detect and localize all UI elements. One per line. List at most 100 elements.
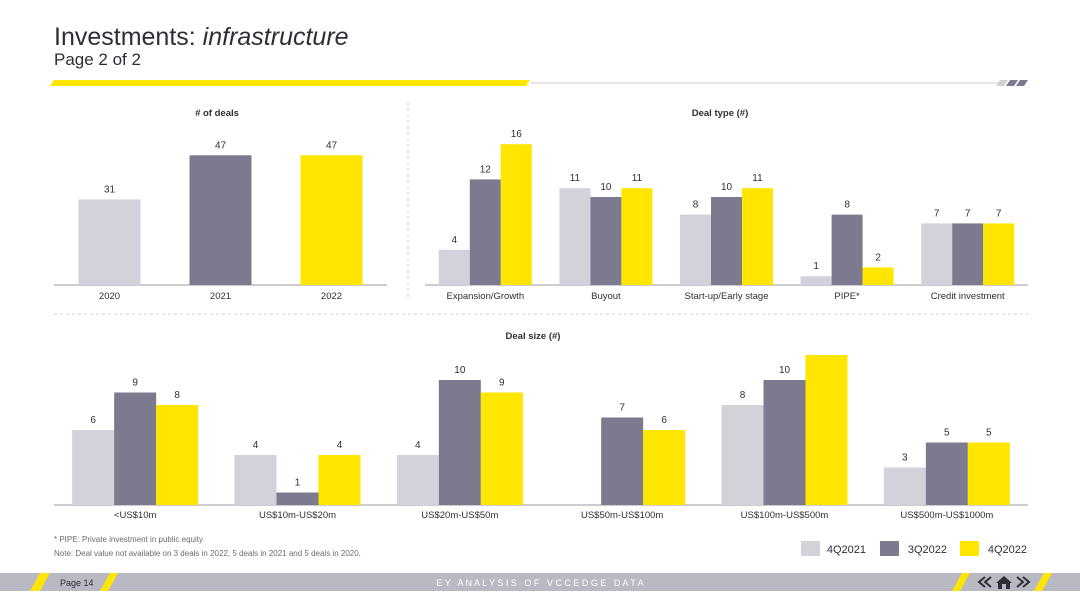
value-label-pipe-4q2022: 2 bbox=[875, 252, 881, 263]
bar-start-up-early-stage-4q2022 bbox=[742, 188, 773, 285]
legend-swatch-3q2022 bbox=[880, 541, 899, 556]
category-label-us-20m-us-50m: US$20m-US$50m bbox=[421, 510, 498, 521]
footer-bar bbox=[0, 573, 1080, 591]
page-number: Page 14 bbox=[60, 578, 94, 588]
title-main: Investments: bbox=[54, 23, 203, 51]
value-label-us-20m-us-50m-4q2021: 4 bbox=[415, 440, 421, 451]
value-label-us-10m-us-20m-4q2022: 4 bbox=[337, 440, 343, 451]
data-note: Note: Deal value not available on 3 deal… bbox=[54, 549, 361, 558]
value-label-us-10m-us-20m-3q2022: 1 bbox=[295, 478, 301, 489]
chart-deal-size: Deal size (#) 6 9 8 <US$10m 4 1 4 US$10m-US$20m 4… bbox=[54, 331, 1028, 521]
header-dash-1 bbox=[996, 80, 1008, 86]
footer-slash-left-2 bbox=[100, 573, 118, 591]
value-label-us-500m-us-1000m-4q2022: 5 bbox=[986, 428, 992, 439]
bar-2020 bbox=[78, 199, 141, 285]
value-label-buyout-3q2022: 10 bbox=[600, 182, 612, 193]
bar-buyout-3q2022 bbox=[590, 197, 622, 285]
value-label-2021: 47 bbox=[215, 140, 227, 151]
bar-us-10m-4q2021 bbox=[72, 430, 115, 505]
category-label-pipe: PIPE* bbox=[834, 291, 860, 302]
value-label-expansion-growth-4q2021: 4 bbox=[452, 235, 458, 246]
footer-slash-left-1 bbox=[30, 573, 50, 591]
bar-us-500m-us-1000m-3q2022 bbox=[925, 442, 968, 505]
bar-us-500m-us-1000m-4q2021 bbox=[883, 467, 926, 505]
bar-us-10m-us-20m-3q2022 bbox=[276, 492, 319, 505]
bar-us-10m-3q2022 bbox=[114, 392, 157, 505]
dealtype-title: Deal type (#) bbox=[692, 108, 749, 119]
value-label-us-20m-us-50m-4q2022: 9 bbox=[499, 378, 505, 389]
title-italic: infrastructure bbox=[202, 23, 349, 51]
bar-us-100m-us-500m-4q2021 bbox=[721, 405, 764, 505]
legend-label-4q2021: 4Q2021 bbox=[827, 544, 866, 556]
dealsize-title: Deal size (#) bbox=[506, 331, 561, 342]
category-label-us-10m-us-20m: US$10m-US$20m bbox=[259, 510, 336, 521]
bar-expansion-growth-4q2022 bbox=[500, 144, 532, 285]
bar-buyout-4q2022 bbox=[621, 188, 653, 285]
value-label-buyout-4q2022: 11 bbox=[632, 173, 643, 184]
pipe-footnote: * PIPE: Private investment in public equ… bbox=[54, 535, 203, 544]
bar-pipe-4q2022 bbox=[862, 267, 894, 285]
value-label-us-100m-us-500m-3q2022: 10 bbox=[779, 365, 791, 376]
legend-swatch-4q2021 bbox=[801, 541, 820, 556]
bar-us-20m-us-50m-4q2021 bbox=[396, 455, 439, 505]
bar-us-100m-us-500m-3q2022 bbox=[763, 380, 806, 505]
value-label-us-10m-us-20m-4q2021: 4 bbox=[253, 440, 259, 451]
header-dash-2 bbox=[1006, 80, 1018, 86]
value-label-pipe-4q2021: 1 bbox=[813, 261, 819, 272]
value-label-credit-investment-4q2021: 7 bbox=[934, 208, 940, 219]
chart-number-of-deals: # of deals 31 2020 47 2021 47 2022 bbox=[54, 108, 387, 302]
category-label-us-50m-us-100m: US$50m-US$100m bbox=[581, 510, 663, 521]
value-label-expansion-growth-3q2022: 12 bbox=[480, 164, 492, 175]
value-label-buyout-4q2021: 11 bbox=[570, 173, 581, 184]
bar-us-20m-us-50m-3q2022 bbox=[438, 380, 481, 505]
prev-icon[interactable] bbox=[977, 576, 992, 588]
bar-us-10m-4q2022 bbox=[156, 405, 199, 505]
value-label-credit-investment-4q2022: 7 bbox=[996, 208, 1002, 219]
bar-pipe-3q2022 bbox=[831, 214, 863, 285]
bar-pipe-4q2021 bbox=[800, 276, 832, 285]
category-label-us-500m-us-1000m: US$500m-US$1000m bbox=[900, 510, 993, 521]
bar-2021 bbox=[189, 155, 252, 285]
home-icon[interactable] bbox=[996, 576, 1012, 589]
category-label-us-100m-us-500m: US$100m-US$500m bbox=[741, 510, 829, 521]
bar-start-up-early-stage-3q2022 bbox=[711, 197, 742, 285]
value-label-pipe-3q2022: 8 bbox=[844, 200, 850, 211]
legend-label-4q2022: 4Q2022 bbox=[988, 544, 1027, 556]
bar-2022 bbox=[300, 155, 363, 285]
bar-credit-investment-3q2022 bbox=[952, 223, 984, 285]
category-label-start-up-early-stage: Start-up/Early stage bbox=[685, 291, 769, 302]
value-label-us-50m-us-100m-3q2022: 7 bbox=[619, 403, 625, 414]
value-label-us-500m-us-1000m-4q2021: 3 bbox=[902, 453, 908, 464]
bar-us-20m-us-50m-4q2022 bbox=[480, 392, 523, 505]
chart-deal-type: Deal type (#)41216Expansion/Growth111011… bbox=[425, 108, 1028, 302]
bar-expansion-growth-4q2021 bbox=[438, 249, 470, 285]
deals-title: # of deals bbox=[195, 108, 239, 119]
value-label-us-10m-3q2022: 9 bbox=[132, 378, 138, 389]
next-icon[interactable] bbox=[1016, 576, 1031, 588]
bar-credit-investment-4q2021 bbox=[921, 223, 953, 285]
value-label-start-up-early-stage-4q2022: 11 bbox=[752, 173, 763, 184]
bar-us-500m-us-1000m-4q2022 bbox=[967, 442, 1010, 505]
page-subtitle: Page 2 of 2 bbox=[54, 50, 141, 69]
bar-us-10m-us-20m-4q2022 bbox=[318, 455, 361, 505]
category-label-2020: 2020 bbox=[99, 291, 120, 302]
category-label-expansion-growth: Expansion/Growth bbox=[446, 291, 524, 302]
value-label-expansion-growth-4q2022: 16 bbox=[511, 129, 523, 140]
category-label-buyout: Buyout bbox=[591, 291, 621, 302]
category-label-credit-investment: Credit investment bbox=[931, 291, 1005, 302]
bar-us-50m-us-100m-3q2022 bbox=[601, 417, 644, 505]
bar-buyout-4q2021 bbox=[559, 188, 591, 285]
value-label-us-500m-us-1000m-3q2022: 5 bbox=[944, 428, 950, 439]
category-label-2021: 2021 bbox=[210, 291, 231, 302]
legend: 4Q2021 3Q2022 4Q2022 bbox=[801, 541, 1027, 556]
legend-label-3q2022: 3Q2022 bbox=[908, 544, 947, 556]
footer-slash-right-1 bbox=[952, 573, 970, 591]
category-label-2022: 2022 bbox=[321, 291, 342, 302]
value-label-us-20m-us-50m-3q2022: 10 bbox=[454, 365, 466, 376]
value-label-start-up-early-stage-3q2022: 10 bbox=[721, 182, 733, 193]
value-label-us-100m-us-500m-4q2021: 8 bbox=[740, 390, 746, 401]
bar-start-up-early-stage-4q2021 bbox=[680, 214, 711, 285]
legend-swatch-4q2022 bbox=[960, 541, 979, 556]
